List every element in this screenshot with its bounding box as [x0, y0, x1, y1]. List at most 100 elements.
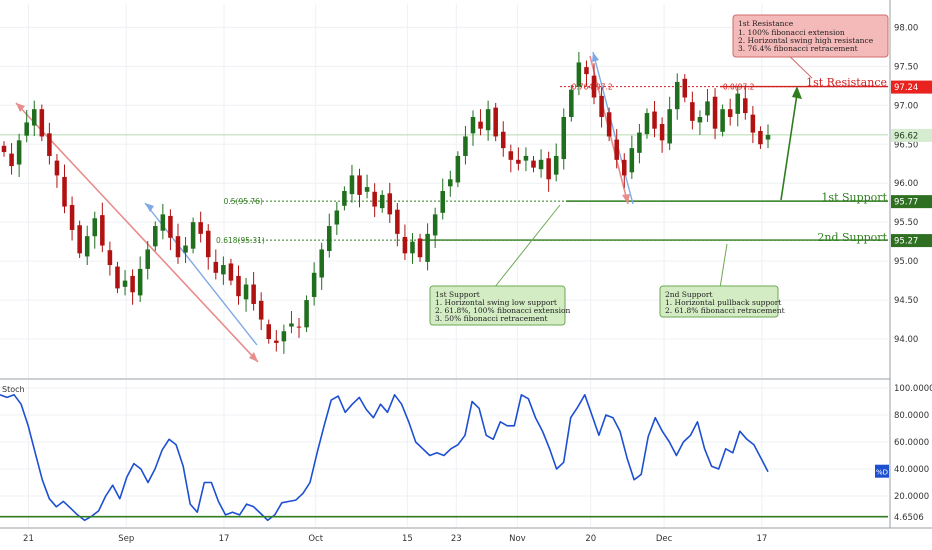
candle-body	[54, 160, 60, 176]
candle-body	[614, 139, 619, 160]
support-resistance-lines	[0, 85, 888, 241]
stoch-line	[0, 394, 769, 522]
candle-body	[735, 93, 741, 114]
candle-body	[485, 109, 491, 131]
candle-body	[115, 266, 120, 289]
support2-callout-line-2: 2. 61.8% fibonacci retracement	[665, 306, 785, 315]
fib-label: 0.0(97.2	[723, 83, 755, 92]
candle-body	[697, 116, 703, 123]
price-grid	[0, 4, 888, 378]
candle-body	[16, 140, 22, 165]
candle-body	[531, 160, 536, 168]
candle-body	[538, 159, 544, 170]
fib-blue-arrow-1	[145, 203, 154, 212]
candlestick-series	[1, 51, 771, 354]
candle-body	[705, 101, 710, 116]
candle-body	[289, 323, 294, 327]
resistance-label: 1st Resistance	[806, 76, 887, 89]
candle-body	[364, 187, 370, 192]
candle-body	[47, 133, 52, 156]
time-axis-labels: 21 Sep 17 Oct 15 23 Nov 20 Dec 17	[23, 534, 767, 544]
fib-down-line	[15, 102, 259, 363]
candle-body	[92, 218, 98, 237]
candle-body	[576, 62, 582, 87]
stoch-legend: Stoch	[2, 385, 25, 394]
candle-body	[720, 109, 725, 132]
price-tick-label: 95.00	[894, 257, 918, 267]
candle-body	[228, 263, 234, 281]
time-tick-label: Dec	[656, 534, 673, 544]
level-price-tag-bg	[891, 195, 932, 209]
price-tick-label: 97.50	[894, 62, 918, 72]
candle-body	[637, 132, 642, 153]
candle-body	[77, 225, 82, 254]
candle-body	[553, 155, 559, 175]
candle-body	[130, 275, 135, 293]
candle-body	[349, 175, 355, 195]
bullish-projection-arrow	[780, 86, 802, 201]
stoch-grid	[0, 380, 888, 527]
candle-body	[84, 236, 90, 257]
candle-body	[463, 136, 468, 156]
resistance-callout-line-3: 3. 76.4% fibonacci retracement	[738, 44, 858, 53]
price-tags: 97.24 95.77 95.27 96.62 4.6506 %D	[875, 80, 932, 524]
candle-body	[516, 159, 521, 164]
stoch-level-tag-bg	[891, 510, 932, 524]
candle-body	[198, 222, 203, 234]
stoch-tick-label: 60.0000	[894, 438, 929, 448]
level-price-tag-bg	[891, 234, 932, 248]
support2-label: 2nd Support	[817, 231, 887, 244]
candle-body	[448, 179, 453, 187]
candle-body	[24, 122, 29, 136]
stoch-level-tag: 4.6506	[894, 513, 924, 523]
support1-callout-line	[493, 204, 561, 289]
candle-body	[372, 191, 377, 207]
candle-body	[236, 275, 241, 297]
candle-body	[410, 241, 415, 254]
candle-body	[1, 145, 7, 153]
stochastic-pane	[0, 394, 888, 522]
candle-body	[183, 245, 188, 253]
last-price-tag: 96.62	[894, 131, 918, 141]
candle-body	[493, 107, 498, 137]
candle-body	[274, 340, 279, 343]
support1-callout-line-1: 1. Horizontal swing low support	[435, 298, 557, 307]
candle-body	[652, 111, 657, 129]
fib-label: 0.618(95.31)	[216, 236, 265, 245]
price-tick-label: 96.00	[894, 179, 918, 189]
candle-body	[258, 300, 264, 320]
candle-body	[500, 131, 506, 149]
level-price-tag: 97.24	[894, 83, 918, 93]
time-tick-label: Nov	[509, 534, 526, 544]
candle-body	[62, 176, 67, 207]
candle-body	[326, 226, 332, 251]
stoch-series-tag-bg	[875, 464, 889, 478]
resistance-callout-line-1: 1. 100% fibonacci extension	[738, 28, 845, 37]
candle-body	[546, 158, 551, 180]
fib-labels: 0.764(97.2 0.5(95.76) 0.618(95.31) 0.0(97.2	[216, 83, 755, 245]
resistance-callout-line-2: 2. Horizontal swing high resistance	[738, 36, 874, 45]
resistance-callout: 1st Resistance 1. 100% fibonacci extensi…	[732, 14, 889, 58]
candle-body	[644, 113, 650, 135]
candle-body	[153, 226, 158, 247]
support2-callout-line	[719, 243, 728, 289]
candle-body	[440, 191, 446, 213]
candle-body	[39, 109, 45, 137]
candle-body	[357, 175, 362, 195]
stoch-tick-label: 40.0000	[894, 465, 929, 475]
candle-body	[395, 209, 400, 234]
support2-callout: 2nd Support 1. Horizontal pullback suppo…	[659, 285, 785, 318]
candle-body	[266, 324, 272, 340]
fib-arrow-head-2	[622, 194, 630, 204]
candle-body	[175, 236, 181, 258]
price-tick-label: 94.50	[894, 296, 918, 306]
candle-body	[334, 210, 340, 225]
candle-body	[168, 215, 173, 238]
candle-body	[470, 116, 476, 134]
candle-body	[281, 331, 287, 342]
candle-body	[243, 284, 249, 300]
support1-callout-line-2: 2. 61.8%, 100% fibonacci extension	[435, 306, 570, 315]
candle-body	[387, 193, 393, 215]
stoch-axis-labels: 100.0000 80.0000 60.0000 40.0000 20.0000	[894, 384, 932, 502]
fib-label: 0.764(97.2	[572, 83, 613, 92]
